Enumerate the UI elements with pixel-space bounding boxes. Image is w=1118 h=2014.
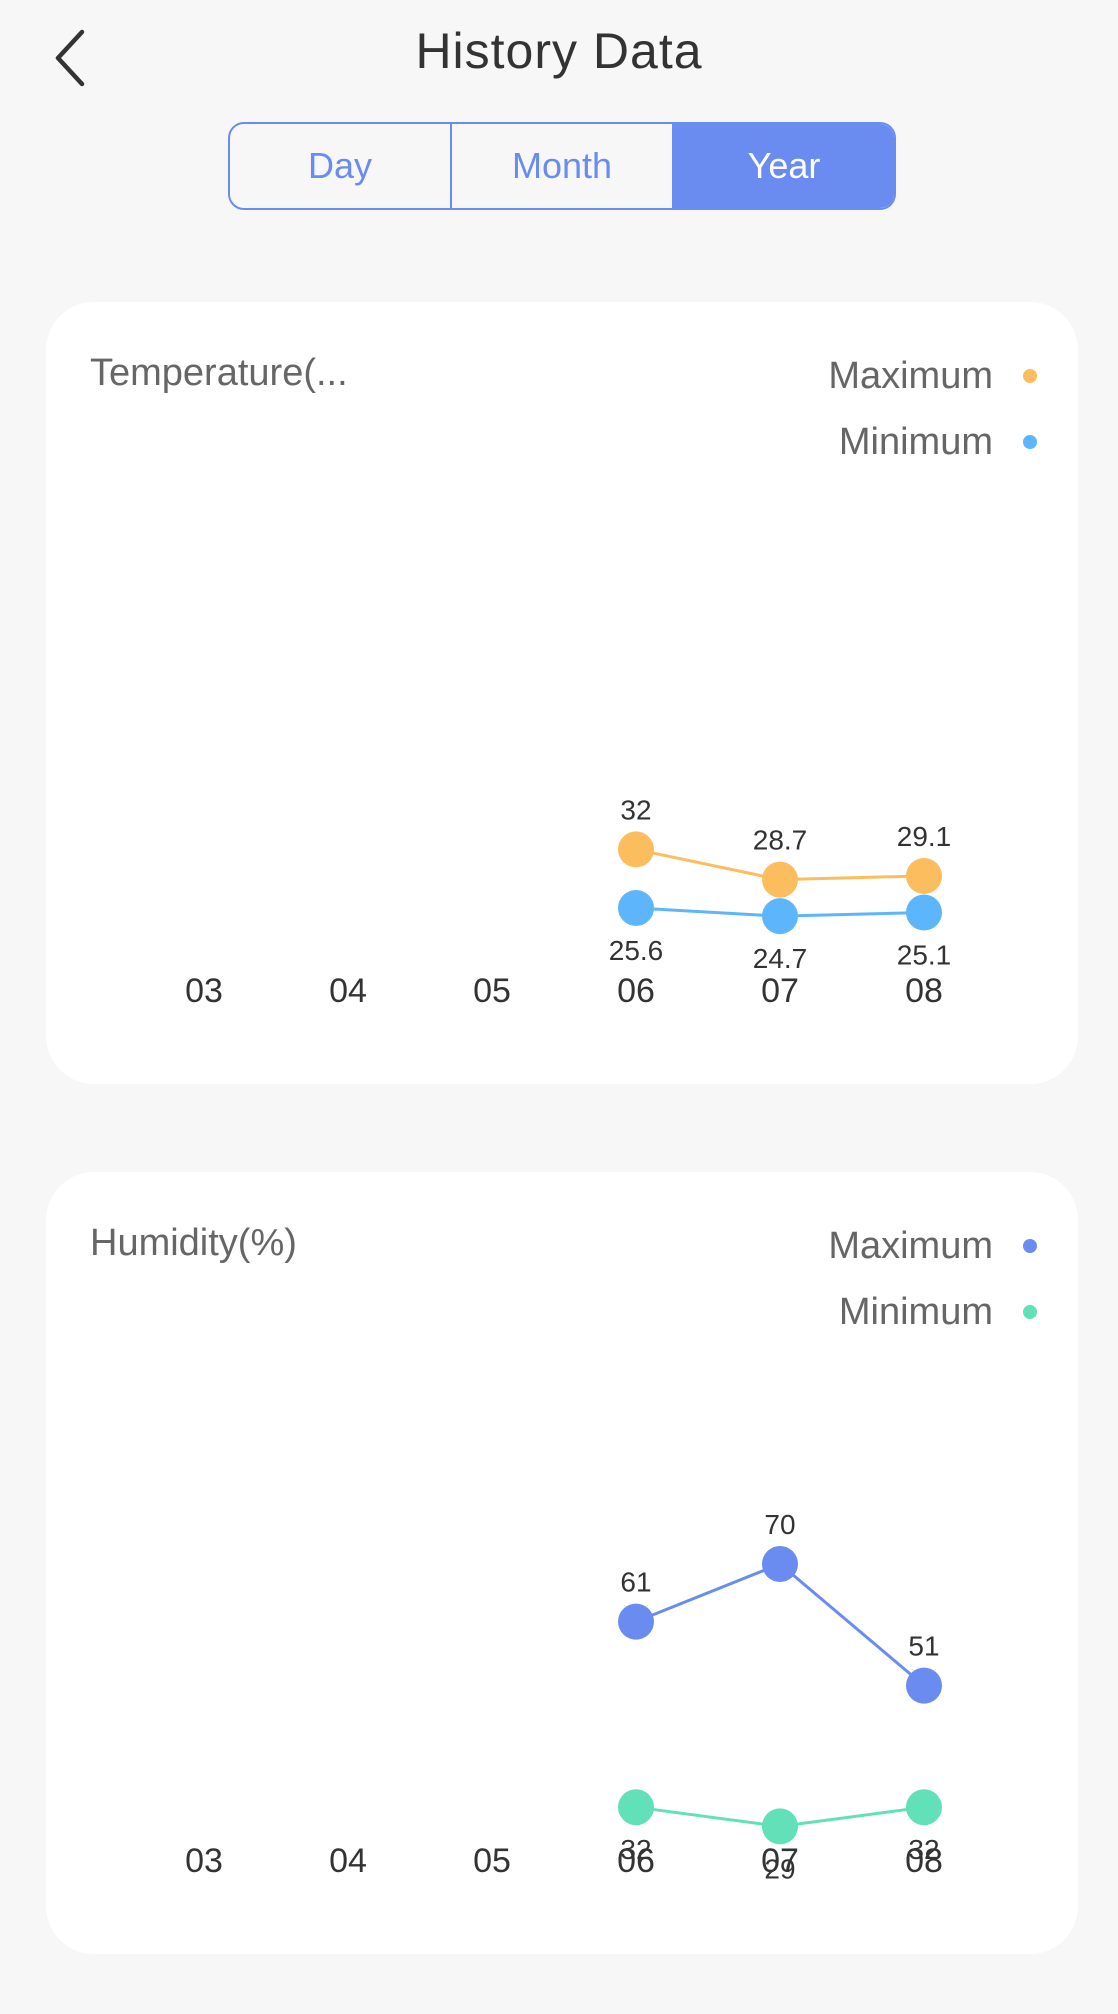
- tab-month[interactable]: Month: [450, 124, 672, 208]
- x-tick-label: 08: [905, 972, 943, 1010]
- temperature-card: Temperature(... Maximum Minimum 03 04 05 06…: [46, 302, 1078, 1084]
- data-point-minimum[interactable]: [618, 889, 654, 926]
- humidity-card: Humidity(%) Maximum Minimum 03 04 05 06 07 08…: [46, 1172, 1078, 1954]
- humidity-legend: Maximum Minimum: [828, 1222, 1038, 1354]
- humidity-chart: 03 04 05 06 07 08 61 70 51 32 29 32: [185, 1509, 943, 1884]
- data-label: 29.1: [897, 821, 952, 852]
- data-label: 32: [908, 1834, 939, 1865]
- data-point-minimum[interactable]: [906, 894, 942, 931]
- data-label: 32: [620, 794, 651, 825]
- tab-day[interactable]: Day: [307, 145, 373, 186]
- data-label: 32: [620, 1834, 651, 1865]
- legend-dot-icon: [1023, 369, 1037, 383]
- x-tick-label: 06: [617, 972, 655, 1010]
- data-point-minimum[interactable]: [762, 898, 798, 935]
- data-label: 51: [908, 1631, 939, 1662]
- tab-year[interactable]: Year: [672, 124, 894, 208]
- data-label: 25.1: [897, 940, 952, 971]
- x-tick-label: 03: [185, 972, 223, 1010]
- x-tick-label: 07: [761, 1842, 799, 1880]
- data-point-minimum[interactable]: [762, 1808, 798, 1845]
- data-label: 24.7: [753, 943, 808, 974]
- header: History Data: [0, 0, 1118, 110]
- series-line-maximum: [635, 1562, 925, 1687]
- data-point-maximum[interactable]: [618, 831, 654, 868]
- data-label: 29: [764, 1853, 795, 1884]
- data-label: 70: [764, 1509, 795, 1540]
- x-tick-label: 05: [473, 1842, 511, 1880]
- data-point-maximum[interactable]: [906, 1667, 942, 1704]
- legend-dot-icon: [1023, 1305, 1037, 1319]
- data-label: 25.6: [609, 935, 664, 966]
- temperature-legend: Maximum Minimum: [828, 352, 1038, 484]
- legend-dot-icon: [1023, 1239, 1037, 1253]
- page-title: History Data: [415, 23, 703, 79]
- data-point-maximum[interactable]: [762, 1546, 798, 1582]
- data-point-minimum[interactable]: [906, 1789, 942, 1826]
- data-point-maximum[interactable]: [762, 861, 798, 898]
- data-point-maximum[interactable]: [906, 857, 942, 894]
- back-button[interactable]: [48, 26, 104, 90]
- x-tick-label: 03: [185, 1842, 223, 1880]
- data-label: 61: [620, 1567, 651, 1598]
- data-point-maximum[interactable]: [618, 1603, 654, 1640]
- legend-dot-icon: [1023, 435, 1037, 449]
- data-point-minimum[interactable]: [618, 1789, 654, 1826]
- legend-item-maximum: Maximum: [828, 352, 1038, 400]
- x-tick-label: 04: [329, 972, 367, 1010]
- legend-item-minimum: Minimum: [828, 418, 1038, 466]
- legend-label: Minimum: [838, 1290, 993, 1333]
- x-tick-label: 05: [473, 972, 511, 1010]
- legend-item-maximum: Maximum: [828, 1222, 1038, 1270]
- x-tick-label: 07: [761, 972, 799, 1010]
- data-label: 28.7: [753, 825, 808, 856]
- x-tick-label: 06: [617, 1842, 655, 1880]
- x-tick-label: 08: [905, 1842, 943, 1880]
- legend-item-minimum: Minimum: [828, 1288, 1038, 1336]
- chevron-left-icon: [55, 29, 85, 87]
- period-selector: Day Month Year: [228, 122, 896, 210]
- legend-label: Maximum: [828, 1224, 993, 1267]
- x-tick-label: 04: [329, 1842, 367, 1880]
- legend-label: Maximum: [828, 354, 993, 397]
- legend-label: Minimum: [838, 420, 993, 463]
- temperature-chart: 03 04 05 06 07 08 32 28.7 29.1 25.6 24.7 25.1: [185, 794, 952, 1010]
